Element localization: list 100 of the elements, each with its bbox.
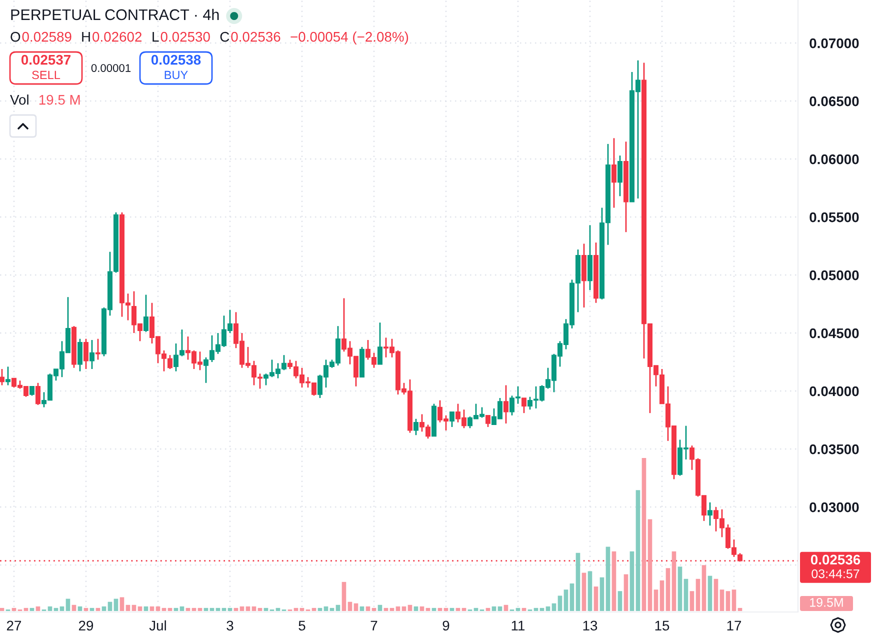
bar bbox=[738, 608, 742, 611]
bar bbox=[426, 608, 430, 611]
bar bbox=[444, 608, 448, 611]
annotation: C0.02536 bbox=[220, 32, 280, 42]
bar bbox=[564, 590, 568, 611]
bar bbox=[522, 608, 526, 611]
bar bbox=[486, 608, 490, 611]
bar bbox=[192, 608, 196, 611]
bar bbox=[414, 606, 418, 611]
x-tick-label: 7 bbox=[370, 620, 378, 630]
y-tick-label: 0.05500 bbox=[810, 212, 859, 222]
annotation: O0.02589 bbox=[10, 32, 72, 42]
bar bbox=[174, 608, 178, 611]
bar bbox=[588, 571, 592, 611]
x-tick-label: 27 bbox=[6, 620, 22, 630]
bar bbox=[708, 576, 712, 611]
bar bbox=[390, 608, 394, 611]
bar bbox=[222, 608, 226, 611]
bar bbox=[696, 578, 700, 611]
bar bbox=[156, 606, 160, 611]
bar bbox=[210, 608, 214, 611]
bar bbox=[558, 596, 562, 611]
bar bbox=[60, 606, 64, 611]
bar bbox=[570, 583, 574, 611]
bar bbox=[372, 608, 376, 611]
annotation: 0.00001 bbox=[91, 64, 131, 72]
bar bbox=[324, 606, 328, 611]
candlestick bbox=[617, 154, 622, 197]
bar bbox=[534, 608, 538, 611]
bar bbox=[540, 608, 544, 611]
bar bbox=[720, 590, 724, 611]
bar bbox=[630, 551, 634, 611]
candlestick bbox=[95, 338, 100, 360]
y-tick-label: 0.04500 bbox=[810, 328, 859, 338]
y-tick-label: 0.06000 bbox=[810, 154, 859, 164]
bar bbox=[366, 606, 370, 611]
text: 19.5M bbox=[810, 598, 843, 607]
bar bbox=[234, 608, 238, 611]
bar bbox=[180, 606, 184, 611]
bar bbox=[354, 603, 358, 611]
bar bbox=[150, 606, 154, 611]
y-tick-label: 0.03000 bbox=[810, 502, 859, 512]
bar bbox=[204, 608, 208, 611]
bar bbox=[576, 552, 580, 611]
x-tick-label: 3 bbox=[226, 620, 234, 631]
bar bbox=[252, 606, 256, 611]
bar bbox=[240, 606, 244, 611]
bar bbox=[516, 608, 520, 611]
bar bbox=[450, 608, 454, 611]
bar bbox=[24, 608, 28, 611]
candlestick bbox=[143, 294, 148, 333]
bar bbox=[624, 574, 628, 611]
bar bbox=[684, 578, 688, 611]
bar bbox=[378, 604, 382, 611]
bar bbox=[138, 606, 142, 611]
bar bbox=[96, 608, 100, 611]
bar bbox=[12, 608, 16, 611]
candlestick bbox=[485, 414, 490, 428]
bar bbox=[642, 458, 646, 611]
bar bbox=[600, 577, 604, 611]
annotation: −0.00054 (−2.08%) bbox=[290, 32, 408, 44]
candlestick bbox=[449, 411, 454, 428]
candlestick bbox=[83, 338, 88, 370]
x-tick-label: 15 bbox=[655, 620, 670, 631]
bar bbox=[78, 606, 82, 611]
bar bbox=[612, 551, 616, 611]
bar bbox=[552, 603, 556, 611]
y-tick-label: 0.07000 bbox=[810, 38, 859, 48]
annotation: 19.5 M bbox=[39, 94, 80, 105]
bar bbox=[342, 582, 346, 611]
bar bbox=[702, 565, 706, 611]
y-tick-label: 0.06500 bbox=[810, 96, 859, 106]
candlestick bbox=[5, 366, 10, 386]
bar bbox=[186, 608, 190, 611]
candlestick bbox=[377, 322, 382, 366]
bar bbox=[498, 606, 502, 611]
bar bbox=[246, 606, 250, 611]
candlestick bbox=[413, 418, 418, 436]
y-tick-label: 0.04000 bbox=[810, 386, 859, 396]
x-tick-label: 9 bbox=[442, 620, 450, 631]
bar bbox=[276, 608, 280, 611]
candlestick bbox=[707, 502, 712, 526]
annotation: 0.02537 bbox=[21, 54, 70, 65]
bar bbox=[546, 606, 550, 611]
y-tick-label: 0.05000 bbox=[810, 270, 859, 280]
bar bbox=[606, 546, 610, 611]
bar bbox=[594, 586, 598, 611]
annotation: SELL bbox=[32, 70, 60, 80]
bar bbox=[582, 572, 586, 611]
bar bbox=[348, 602, 352, 611]
x-tick-label: 29 bbox=[78, 620, 94, 631]
bar bbox=[108, 602, 112, 611]
bar bbox=[72, 604, 76, 611]
annotation: L0.02530 bbox=[152, 32, 210, 42]
bar bbox=[456, 608, 460, 611]
bar bbox=[264, 608, 268, 611]
bar bbox=[726, 591, 730, 611]
bar bbox=[474, 608, 478, 611]
bar bbox=[228, 608, 232, 611]
bar bbox=[258, 608, 262, 611]
